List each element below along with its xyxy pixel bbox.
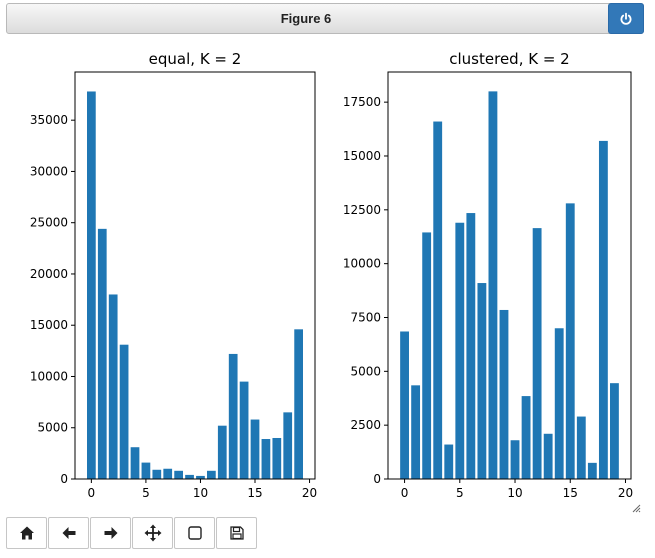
y-tick-label: 35000: [30, 113, 68, 127]
y-tick-label: 7500: [350, 310, 381, 324]
y-tick-label: 5000: [37, 421, 68, 435]
bar: [532, 228, 542, 479]
bar: [163, 468, 173, 479]
bar: [87, 91, 96, 480]
bar: [196, 475, 205, 479]
y-tick-label: 0: [60, 472, 68, 486]
home-button[interactable]: [6, 517, 47, 549]
pan-button[interactable]: [132, 517, 173, 549]
bar: [499, 309, 509, 479]
y-tick-label: 2500: [350, 418, 381, 432]
home-icon: [19, 526, 34, 540]
x-tick-label: 0: [88, 486, 96, 500]
subplot-0: 0 5 10 15 20 0 5000 10000 15000 20000 25000 30000 35…: [30, 50, 317, 500]
arrow-right-icon: [104, 527, 117, 539]
y-tick-label: 17500: [343, 95, 381, 109]
y-tick-label: 25000: [30, 216, 68, 230]
bar: [576, 416, 586, 479]
close-figure-button[interactable]: [608, 3, 644, 34]
y-tick-label: 0: [373, 472, 381, 486]
zoom-rect-icon: [187, 526, 202, 540]
back-button[interactable]: [48, 517, 89, 549]
bar: [119, 344, 129, 479]
bar: [185, 474, 194, 479]
x-tick-label: 0: [401, 486, 409, 500]
bar: [207, 470, 216, 479]
bar: [174, 470, 183, 479]
bar: [433, 121, 443, 479]
bar: [598, 140, 608, 479]
bar: [521, 396, 531, 479]
bar: [228, 353, 238, 479]
bar: [97, 228, 107, 479]
bar: [477, 283, 487, 479]
y-tick-label: 10000: [343, 257, 381, 271]
bar: [400, 331, 409, 479]
bar: [587, 462, 597, 479]
axes-frame: [387, 71, 632, 480]
bar: [565, 203, 575, 480]
bar: [152, 469, 162, 479]
figure-canvas[interactable]: 0 5 10 15 20 0 5000 10000 15000 20000 25000 30000 35…: [0, 40, 655, 515]
x-tick-label: 10: [193, 486, 208, 500]
save-icon: [229, 526, 244, 540]
y-tick-label: 15000: [343, 149, 381, 163]
y-tick-label: 20000: [30, 267, 68, 281]
power-icon: [620, 12, 632, 25]
bar: [411, 385, 421, 479]
subplot-1: 0 5 10 15 20 0 2500 5000 7500 10000 12500 15000 1750…: [343, 50, 633, 500]
bar: [283, 412, 293, 479]
bar: [239, 381, 249, 479]
x-tick-label: 5: [142, 486, 150, 500]
x-tick-label: 10: [507, 486, 522, 500]
x-tick-label: 20: [302, 486, 317, 500]
bar: [130, 447, 140, 479]
x-tick-label: 20: [618, 486, 633, 500]
bar: [610, 383, 619, 479]
figure-plots: 0 5 10 15 2005000100001500020000250003000035…: [30, 50, 633, 500]
x-tick-label: 5: [456, 486, 464, 500]
zoom-button[interactable]: [174, 517, 215, 549]
navigation-toolbar: [6, 517, 258, 549]
resize-grip-icon[interactable]: [631, 503, 641, 513]
x-tick-label: 15: [563, 486, 578, 500]
bar: [141, 462, 151, 479]
bar: [272, 437, 282, 479]
window-title: Figure 6: [280, 11, 332, 26]
bar: [444, 444, 454, 479]
save-button[interactable]: [216, 517, 257, 549]
chart-title: clustered, K = 2: [449, 50, 569, 68]
move-icon: [144, 524, 161, 542]
bar: [294, 329, 303, 479]
y-tick-label: 10000: [30, 369, 68, 383]
x-tick-label: 15: [247, 486, 262, 500]
bar: [261, 439, 271, 479]
bar: [543, 433, 553, 479]
bar: [250, 419, 260, 479]
bar: [488, 91, 498, 479]
forward-button[interactable]: [90, 517, 131, 549]
bar: [510, 440, 520, 479]
y-tick-label: 15000: [30, 318, 68, 332]
bar: [554, 328, 564, 479]
y-tick-label: 30000: [30, 164, 68, 178]
chart-title: equal, K = 2: [149, 50, 242, 68]
bar: [466, 213, 476, 480]
bar: [455, 222, 465, 480]
y-tick-label: 5000: [350, 364, 381, 378]
bar: [422, 232, 432, 479]
figure-titlebar: Figure 6: [6, 3, 644, 34]
axes-frame: [74, 71, 316, 480]
arrow-left-icon: [62, 527, 75, 539]
y-tick-label: 12500: [343, 203, 381, 217]
bar: [108, 294, 118, 479]
bar: [217, 425, 227, 479]
